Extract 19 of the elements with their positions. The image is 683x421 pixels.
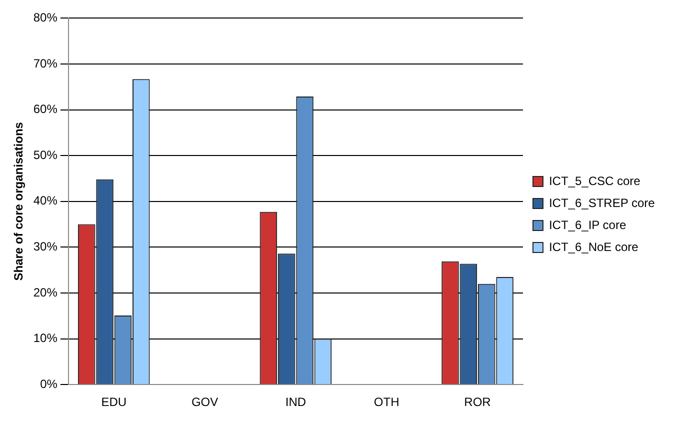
y-tick-label: 60% — [33, 102, 58, 116]
legend-label: ICT_5_CSC core — [548, 174, 641, 188]
y-tick-label: 70% — [33, 56, 58, 70]
x-tick-label: ROR — [464, 395, 492, 410]
x-tick-label: OTH — [374, 395, 400, 410]
x-tick-label: IND — [285, 395, 306, 410]
legend-label: ICT_6_NoE core — [548, 240, 639, 254]
y-axis-title: Share of core organisations — [12, 122, 26, 281]
y-tick-label: 50% — [33, 148, 58, 162]
y-tick-label: 0% — [40, 376, 58, 391]
legend-label: ICT_6_STREP core — [548, 196, 656, 210]
y-tick-label: 10% — [33, 331, 58, 346]
y-tick-label: 40% — [33, 194, 58, 208]
x-tick-label: EDU — [101, 395, 127, 410]
legend-label: ICT_6_IP core — [548, 218, 626, 232]
x-tick-label: GOV — [191, 395, 218, 410]
y-tick-label: 30% — [33, 240, 58, 254]
y-tick-label: 20% — [33, 285, 58, 300]
y-tick-label: 80% — [33, 10, 58, 25]
